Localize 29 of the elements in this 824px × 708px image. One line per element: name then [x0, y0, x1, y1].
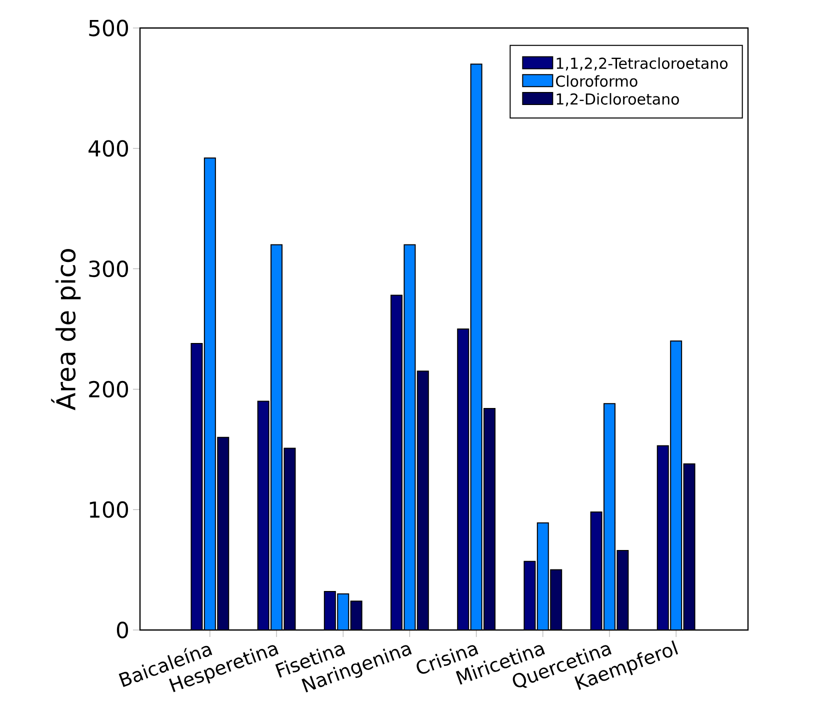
bar	[616, 550, 629, 630]
bar	[416, 370, 429, 630]
y-tick-label: 300	[89, 260, 128, 278]
y-tick-label: 200	[89, 380, 128, 398]
y-tick-label: 500	[89, 20, 128, 36]
bar	[603, 403, 616, 630]
bar	[257, 400, 270, 630]
bar	[470, 64, 482, 630]
bar	[656, 445, 669, 630]
bar	[457, 328, 470, 630]
y-tick-label: 100	[90, 501, 128, 518]
y-tick-label: 0	[116, 622, 128, 638]
bar	[404, 244, 416, 630]
bar	[536, 522, 549, 630]
bar	[270, 244, 283, 630]
bar	[284, 448, 296, 630]
bar	[590, 512, 602, 630]
bar	[190, 342, 203, 630]
legend-label: Cloroformo	[556, 75, 638, 87]
bar	[670, 340, 682, 630]
y-tick-label: 400	[88, 140, 128, 157]
bar	[217, 436, 230, 630]
legend-label: 1,2-Dicloroetano	[556, 93, 679, 106]
bar	[484, 408, 496, 630]
legend-label: 1,1,2,2-Tetracloroetano	[556, 57, 728, 70]
bar	[683, 463, 696, 630]
bar	[204, 158, 216, 630]
y-axis-title: Área de pico	[51, 249, 81, 410]
bar	[390, 294, 403, 630]
